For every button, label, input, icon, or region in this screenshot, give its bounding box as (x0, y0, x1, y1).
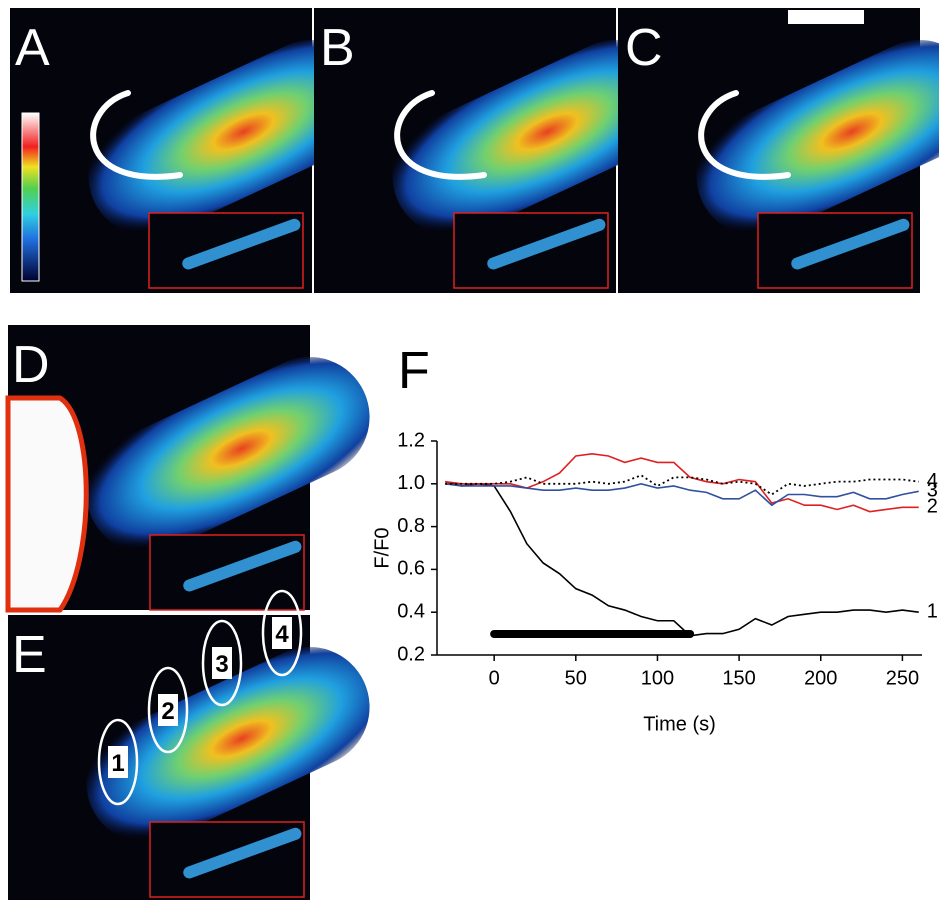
y-tick-label: 1.0 (397, 472, 425, 494)
y-tick-label: 0.6 (397, 558, 425, 580)
series-label: 3 (927, 480, 938, 502)
panel-label: C (625, 19, 663, 77)
panel-b: B (314, 8, 696, 293)
panel-label: A (15, 19, 50, 77)
x-tick-label: 250 (886, 667, 919, 689)
series-line (445, 474, 919, 496)
panel-c: C (618, 8, 939, 293)
panel-label: E (12, 626, 47, 684)
y-tick-label: 0.4 (397, 600, 425, 622)
chart: F 0.2 0.4 0.6 0.8 1.0 1.2 0 50 100 150 200 250 Time (… (371, 342, 938, 735)
roi (147, 666, 189, 754)
y-tick-label: 0.8 (397, 515, 425, 537)
panel-label: D (12, 336, 50, 394)
roi-box (272, 617, 292, 649)
x-tick-label: 0 (489, 667, 500, 689)
x-tick-label: 50 (565, 667, 587, 689)
series-line (445, 482, 919, 507)
series-label: 1 (927, 600, 938, 622)
panel-a: A (10, 8, 392, 293)
series-label: 2 (927, 496, 938, 518)
y-axis-title: F/F0 (371, 527, 393, 568)
x-tick-label: 200 (804, 667, 837, 689)
roi (97, 718, 139, 806)
series-line (444, 480, 919, 637)
roi-box (108, 746, 128, 778)
panel-label: B (320, 19, 355, 77)
roi (201, 619, 243, 707)
roi-label: 4 (275, 621, 289, 648)
roi-box (158, 694, 178, 726)
y-tick-label: 0.2 (397, 643, 425, 665)
x-tick-label: 150 (722, 667, 755, 689)
series-label: 4 (927, 470, 938, 492)
series-line (445, 453, 919, 513)
roi-box (212, 647, 232, 679)
panel-e: E 1 2 3 4 (8, 589, 390, 900)
roi (261, 589, 303, 677)
roi-label: 1 (111, 750, 124, 777)
roi-label: 2 (161, 698, 174, 725)
x-axis-title: Time (s) (643, 713, 716, 735)
chart-title: F (398, 342, 430, 400)
y-tick-label: 1.2 (397, 429, 425, 451)
x-tick-label: 100 (641, 667, 674, 689)
roi-label: 3 (215, 651, 228, 678)
panel-d: D (5, 325, 390, 613)
